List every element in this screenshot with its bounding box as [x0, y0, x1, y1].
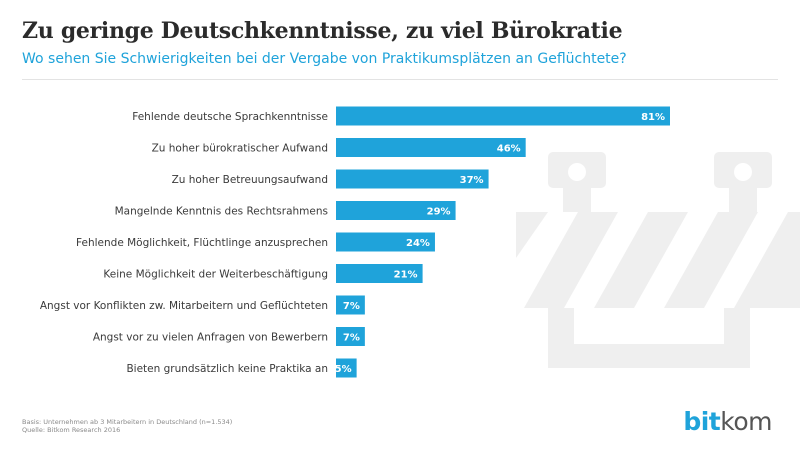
category-label: Keine Möglichkeit der Weiterbeschäftigun… [103, 269, 328, 281]
bar [336, 264, 423, 283]
value-label: 21% [394, 270, 418, 281]
category-label: Mangelnde Kenntnis des Rechtsrahmens [115, 206, 328, 218]
category-label: Zu hoher Betreuungsaufwand [172, 174, 328, 186]
value-label: 5% [335, 364, 352, 375]
chart-title: Zu geringe Deutschkenntnisse, zu viel Bü… [22, 18, 623, 44]
header-divider [22, 79, 778, 80]
basis-note: Basis: Unternehmen ab 3 Mitarbeitern in … [22, 418, 233, 426]
category-label: Zu hoher bürokratischer Aufwand [152, 143, 328, 155]
value-label: 7% [343, 333, 360, 344]
category-label: Bieten grundsätzlich keine Praktika an [126, 363, 328, 375]
bar [336, 106, 670, 126]
category-label: Fehlende Möglichkeit, Flüchtlinge anzusp… [76, 237, 328, 249]
chart-subtitle: Wo sehen Sie Schwierigkeiten bei der Ver… [22, 51, 627, 67]
bar [336, 232, 435, 252]
source-note: Quelle: Bitkom Research 2016 [22, 426, 121, 434]
chart-footer: Basis: Unternehmen ab 3 Mitarbeitern in … [22, 418, 232, 434]
value-label: 7% [343, 301, 360, 312]
bitkom-logo: bitkom [683, 407, 772, 436]
value-label: 46% [497, 144, 521, 155]
bar [336, 201, 456, 220]
category-label: Angst vor zu vielen Anfragen von Bewerbe… [93, 332, 328, 344]
value-label: 81% [641, 112, 665, 123]
bar [336, 295, 365, 315]
bar [336, 169, 489, 189]
value-label: 37% [460, 175, 484, 186]
value-label: 29% [427, 207, 451, 218]
logo-kom: kom [720, 407, 772, 436]
bar [336, 358, 357, 378]
category-label: Fehlende deutsche Sprachkenntnisse [132, 111, 328, 123]
category-label: Angst vor Konflikten zw. Mitarbeitern un… [40, 300, 328, 312]
logo-bit: bit [683, 407, 721, 436]
bar [336, 327, 365, 346]
value-label: 24% [406, 238, 430, 249]
bar [336, 138, 526, 157]
